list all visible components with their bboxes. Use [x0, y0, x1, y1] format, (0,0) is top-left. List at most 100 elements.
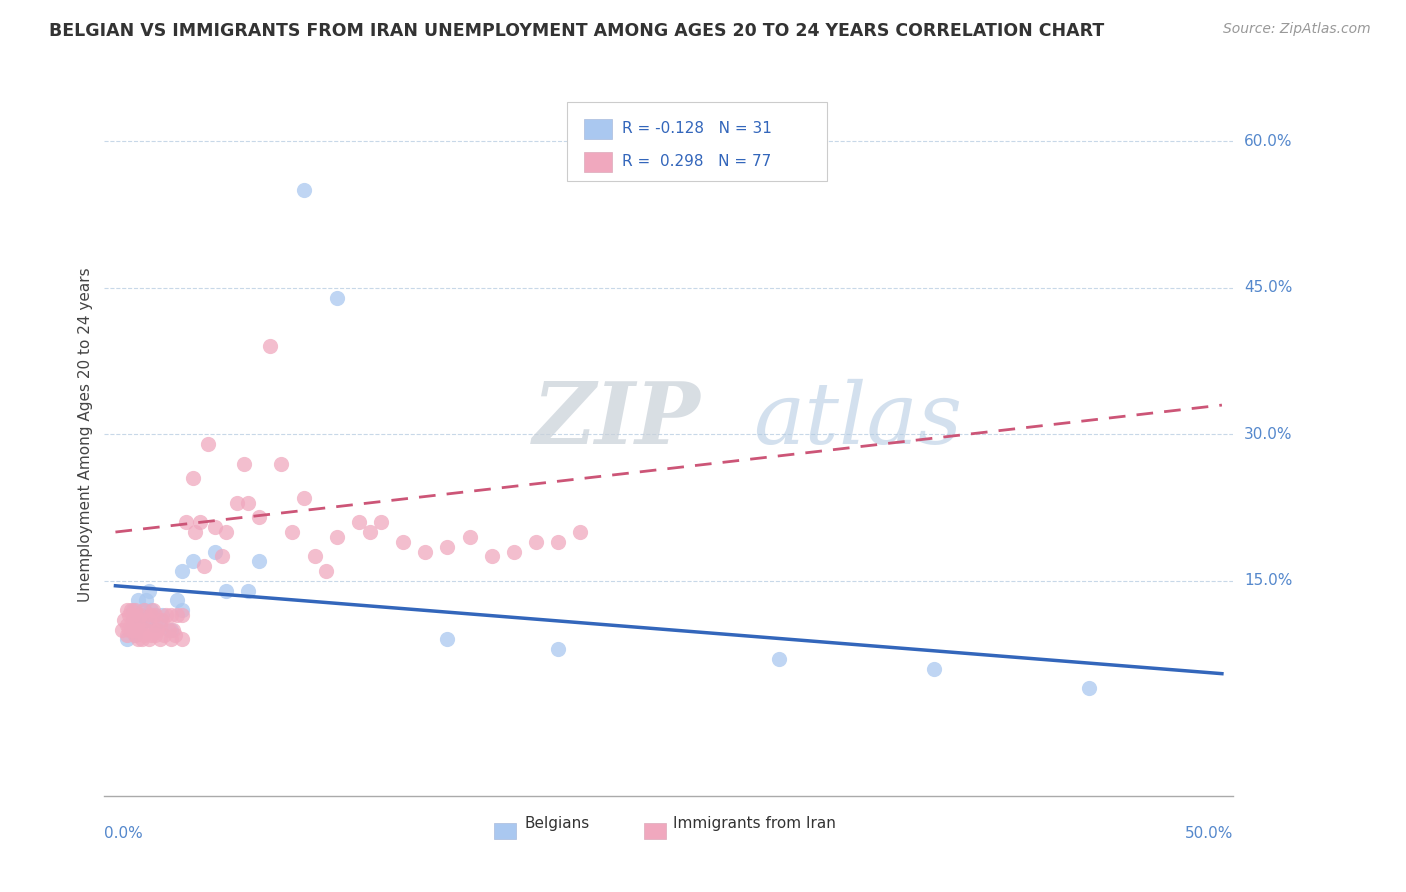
- Point: [204, 544, 226, 558]
- Point: [326, 291, 349, 305]
- Point: [215, 583, 238, 598]
- Point: [922, 662, 945, 676]
- Point: [155, 608, 177, 623]
- Point: [181, 471, 204, 485]
- Point: [115, 627, 138, 641]
- Point: [569, 524, 592, 539]
- Point: [131, 608, 153, 623]
- Point: [128, 617, 150, 632]
- Point: [270, 457, 292, 471]
- Point: [547, 534, 569, 549]
- Point: [238, 496, 260, 510]
- Point: [215, 524, 238, 539]
- Point: [134, 603, 156, 617]
- Point: [197, 437, 219, 451]
- Point: [149, 617, 172, 632]
- Point: [124, 627, 146, 641]
- Point: [347, 516, 370, 530]
- Text: ZIP: ZIP: [533, 378, 702, 462]
- Point: [292, 183, 315, 197]
- Text: BELGIAN VS IMMIGRANTS FROM IRAN UNEMPLOYMENT AMONG AGES 20 TO 24 YEARS CORRELATI: BELGIAN VS IMMIGRANTS FROM IRAN UNEMPLOY…: [49, 22, 1105, 40]
- Point: [122, 603, 145, 617]
- Point: [174, 516, 197, 530]
- Text: atlas: atlas: [754, 378, 963, 461]
- Y-axis label: Unemployment Among Ages 20 to 24 years: Unemployment Among Ages 20 to 24 years: [79, 267, 93, 602]
- Point: [139, 603, 162, 617]
- Point: [232, 457, 254, 471]
- Point: [124, 603, 146, 617]
- Text: Source: ZipAtlas.com: Source: ZipAtlas.com: [1223, 22, 1371, 37]
- Point: [115, 603, 138, 617]
- Point: [524, 534, 547, 549]
- Point: [162, 623, 184, 637]
- Point: [134, 627, 156, 641]
- Point: [315, 564, 337, 578]
- Point: [122, 608, 145, 623]
- FancyBboxPatch shape: [494, 823, 516, 839]
- Point: [436, 632, 458, 647]
- Point: [122, 613, 145, 627]
- FancyBboxPatch shape: [567, 102, 827, 181]
- Point: [547, 642, 569, 657]
- Point: [127, 593, 149, 607]
- Point: [131, 632, 153, 647]
- Point: [120, 617, 142, 632]
- Point: [359, 524, 381, 539]
- Point: [481, 549, 503, 564]
- Point: [413, 544, 436, 558]
- Text: 60.0%: 60.0%: [1244, 134, 1292, 149]
- Point: [120, 623, 142, 637]
- Point: [118, 623, 141, 637]
- Point: [115, 617, 138, 632]
- FancyBboxPatch shape: [583, 152, 612, 172]
- Point: [128, 608, 150, 623]
- Point: [143, 627, 166, 641]
- Point: [118, 608, 141, 623]
- Point: [128, 623, 150, 637]
- Point: [170, 564, 193, 578]
- Point: [149, 613, 172, 627]
- Point: [193, 559, 215, 574]
- Point: [181, 554, 204, 568]
- Text: 30.0%: 30.0%: [1244, 427, 1292, 442]
- Point: [281, 524, 304, 539]
- Point: [326, 530, 349, 544]
- Point: [370, 516, 392, 530]
- Point: [138, 632, 160, 647]
- Text: R = -0.128   N = 31: R = -0.128 N = 31: [623, 121, 772, 136]
- Point: [142, 603, 165, 617]
- Point: [143, 608, 166, 623]
- Point: [502, 544, 524, 558]
- Point: [115, 632, 138, 647]
- Point: [458, 530, 481, 544]
- Text: 50.0%: 50.0%: [1185, 826, 1233, 841]
- Point: [150, 608, 173, 623]
- Point: [170, 603, 193, 617]
- Point: [138, 583, 160, 598]
- Point: [127, 613, 149, 627]
- Point: [142, 623, 165, 637]
- Point: [170, 608, 193, 623]
- Point: [135, 623, 157, 637]
- Point: [226, 496, 249, 510]
- Point: [259, 339, 281, 353]
- Point: [134, 603, 156, 617]
- Point: [436, 540, 458, 554]
- Point: [122, 623, 145, 637]
- Point: [159, 632, 181, 647]
- Text: 0.0%: 0.0%: [104, 826, 143, 841]
- Point: [138, 613, 160, 627]
- Text: 45.0%: 45.0%: [1244, 280, 1292, 295]
- Text: Immigrants from Iran: Immigrants from Iran: [673, 816, 837, 831]
- Point: [166, 608, 188, 623]
- Point: [124, 627, 146, 641]
- Point: [138, 613, 160, 627]
- Point: [143, 617, 166, 632]
- Point: [159, 623, 181, 637]
- Point: [204, 520, 226, 534]
- Point: [120, 603, 142, 617]
- Point: [111, 623, 134, 637]
- Point: [211, 549, 233, 564]
- Point: [127, 613, 149, 627]
- FancyBboxPatch shape: [644, 823, 666, 839]
